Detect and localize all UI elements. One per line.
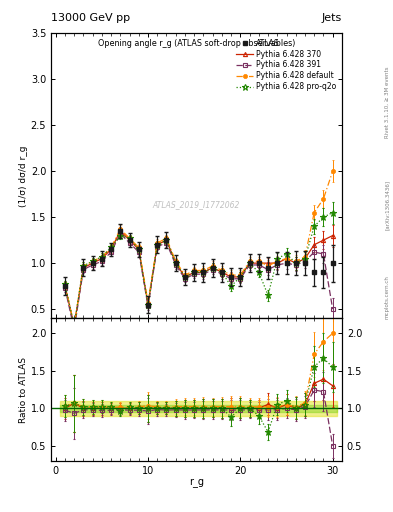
Y-axis label: (1/σ) dσ/d r_g: (1/σ) dσ/d r_g [19,145,28,206]
Y-axis label: Ratio to ATLAS: Ratio to ATLAS [19,356,28,422]
Text: 13000 GeV pp: 13000 GeV pp [51,13,130,23]
Text: mcplots.cern.ch: mcplots.cern.ch [385,275,390,319]
Text: ATLAS_2019_I1772062: ATLAS_2019_I1772062 [153,200,240,209]
Legend: ATLAS, Pythia 6.428 370, Pythia 6.428 391, Pythia 6.428 default, Pythia 6.428 pr: ATLAS, Pythia 6.428 370, Pythia 6.428 39… [235,37,338,93]
Text: [arXiv:1306.3436]: [arXiv:1306.3436] [385,180,390,230]
Text: Jets: Jets [321,13,342,23]
X-axis label: r_g: r_g [189,478,204,488]
Text: Rivet 3.1.10, ≥ 3M events: Rivet 3.1.10, ≥ 3M events [385,67,390,138]
Text: Opening angle r_g (ATLAS soft-drop observables): Opening angle r_g (ATLAS soft-drop obser… [98,39,295,48]
